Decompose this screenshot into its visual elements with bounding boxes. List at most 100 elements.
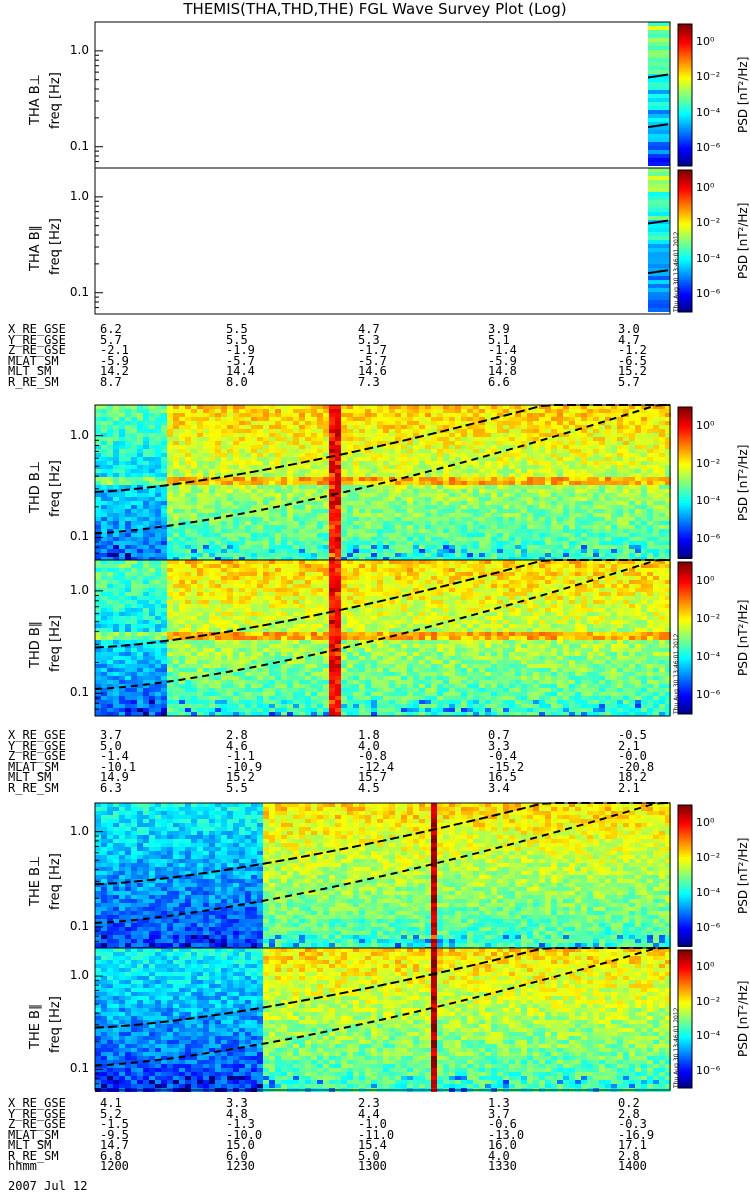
spectrogram-cell bbox=[437, 497, 443, 501]
spectrogram-cell bbox=[648, 130, 670, 134]
spectrogram-cell bbox=[299, 529, 305, 533]
spectrogram-cell bbox=[149, 549, 155, 553]
spectrogram-cell bbox=[431, 441, 437, 445]
spectrogram-cell bbox=[545, 473, 551, 477]
spectrogram-cell bbox=[497, 441, 503, 445]
colorbar-step bbox=[678, 302, 692, 304]
spectrogram-cell bbox=[239, 557, 245, 561]
spectrogram-cell bbox=[341, 517, 347, 521]
spectrogram-cell bbox=[635, 549, 641, 553]
spectrogram-cell bbox=[137, 449, 143, 453]
spectrogram-cell bbox=[275, 533, 281, 537]
spectrogram-cell bbox=[653, 493, 659, 497]
spectrogram-cell bbox=[317, 541, 323, 545]
spectrogram-cell bbox=[197, 568, 203, 572]
spectrogram-cell bbox=[197, 425, 203, 429]
spectrogram-cell bbox=[179, 485, 185, 489]
spectrogram-cell bbox=[365, 553, 371, 557]
spectrogram-cell bbox=[275, 429, 281, 433]
spectrogram-cell bbox=[209, 409, 215, 413]
spectrogram-cell bbox=[545, 465, 551, 469]
spectrogram-cell bbox=[263, 501, 269, 505]
spectrogram-cell bbox=[491, 469, 497, 473]
spectrogram-cell bbox=[203, 549, 209, 553]
spectrogram-cell bbox=[125, 572, 131, 576]
spectrogram-cell bbox=[659, 473, 665, 477]
spectrogram-cell bbox=[605, 405, 611, 409]
colorbar-step bbox=[678, 116, 692, 118]
spectrogram-cell bbox=[371, 421, 377, 425]
spectrogram-cell bbox=[647, 509, 653, 513]
spectrogram-cell bbox=[221, 712, 227, 716]
spectrogram-cell bbox=[593, 465, 599, 469]
spectrogram-cell bbox=[653, 497, 659, 501]
colorbar-step bbox=[678, 509, 692, 511]
spectrogram-cell bbox=[353, 517, 359, 521]
spectrogram-cell bbox=[659, 529, 665, 533]
spectrogram-cell bbox=[245, 533, 251, 537]
spectrogram-cell bbox=[515, 421, 521, 425]
spectrogram-cell bbox=[287, 457, 293, 461]
spectrogram-cell bbox=[227, 624, 233, 628]
spectrogram-cell bbox=[641, 469, 647, 473]
spectrogram-cell bbox=[215, 433, 221, 437]
spectrogram-cell bbox=[449, 465, 455, 469]
spectrogram-cell bbox=[635, 485, 641, 489]
spectrogram-cell bbox=[203, 413, 209, 417]
spectrogram-cell bbox=[641, 425, 647, 429]
spectrogram-cell bbox=[281, 449, 287, 453]
spectrogram-cell bbox=[179, 501, 185, 505]
spectrogram-cell bbox=[497, 425, 503, 429]
spectrogram-cell bbox=[533, 537, 539, 541]
spectrogram-cell bbox=[539, 453, 545, 457]
spectrogram-cell bbox=[443, 453, 449, 457]
spectrogram-cell bbox=[119, 572, 125, 576]
spectrogram-cell bbox=[455, 557, 461, 561]
spectrogram-cell bbox=[509, 457, 515, 461]
spectrogram-cell bbox=[221, 660, 227, 664]
spectrogram-cell bbox=[659, 433, 665, 437]
spectrogram-cell bbox=[233, 429, 239, 433]
spectrogram-cell bbox=[521, 477, 527, 481]
spectrogram-cell bbox=[131, 413, 137, 417]
colorbar-step bbox=[678, 242, 692, 244]
spectrogram-cell bbox=[359, 445, 365, 449]
spectrogram-cell bbox=[179, 489, 185, 493]
spectrogram-cell bbox=[509, 513, 515, 517]
colorbar-step bbox=[678, 469, 692, 471]
spectrogram-cell bbox=[623, 405, 629, 409]
spectrogram-cell bbox=[503, 461, 509, 465]
spectrogram-cell bbox=[407, 509, 413, 513]
spectrogram-cell bbox=[611, 453, 617, 457]
spectrogram-cell bbox=[203, 580, 209, 584]
colorbar-step bbox=[678, 130, 692, 132]
spectrogram-cell bbox=[269, 533, 275, 537]
spectrogram-cell bbox=[605, 477, 611, 481]
spectrogram-cell bbox=[413, 449, 419, 453]
spectrogram-cell bbox=[443, 449, 449, 453]
spectrogram-cell bbox=[347, 513, 353, 517]
spectrogram-cell bbox=[623, 473, 629, 477]
spectrogram-cell bbox=[317, 469, 323, 473]
spectrogram-cell bbox=[497, 413, 503, 417]
spectrogram-cell bbox=[119, 700, 125, 704]
spectrogram-cell bbox=[593, 501, 599, 505]
spectrogram-cell bbox=[275, 477, 281, 481]
spectrogram-cell bbox=[203, 564, 209, 568]
spectrogram-cell bbox=[239, 433, 245, 437]
spectrogram-cell bbox=[648, 90, 670, 94]
spectrogram-cell bbox=[665, 425, 671, 429]
spectrogram-cell bbox=[113, 652, 119, 656]
spectrogram-cell bbox=[329, 421, 335, 425]
spectrogram-cell bbox=[503, 553, 509, 557]
spectrogram-cell bbox=[239, 473, 245, 477]
spectrogram-cell bbox=[203, 429, 209, 433]
spectrogram-cell bbox=[203, 616, 209, 620]
spectrogram-cell bbox=[131, 453, 137, 457]
spectrogram-cell bbox=[173, 608, 179, 612]
spectrogram-cell bbox=[125, 461, 131, 465]
spectrogram-cell bbox=[648, 54, 670, 58]
spectrogram-cell bbox=[323, 469, 329, 473]
spectrogram-cell bbox=[431, 461, 437, 465]
spectrogram-cell bbox=[569, 525, 575, 529]
